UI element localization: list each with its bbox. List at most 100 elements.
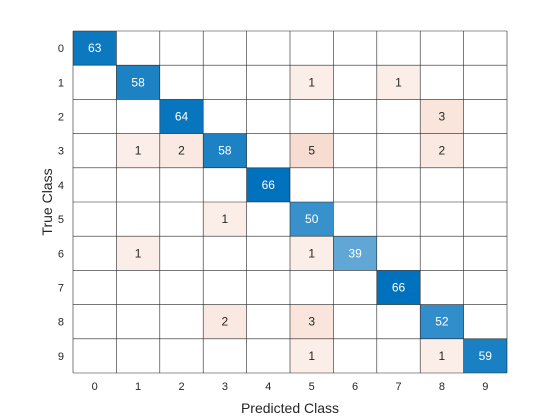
y-axis-label: True Class bbox=[39, 168, 55, 235]
matrix-cell-3-5 bbox=[290, 133, 334, 168]
matrix-cell-5-4 bbox=[246, 202, 290, 237]
matrix-cell-1-5 bbox=[290, 65, 334, 100]
y-tick-4: 4 bbox=[58, 180, 64, 192]
matrix-cell-1-0 bbox=[73, 65, 117, 100]
matrix-cell-0-2 bbox=[159, 31, 204, 66]
matrix-cell-4-1 bbox=[116, 167, 160, 202]
matrix-cell-4-2 bbox=[159, 167, 204, 202]
matrix-cell-8-4 bbox=[246, 304, 290, 339]
matrix-cell-4-0 bbox=[73, 167, 117, 202]
matrix-cell-6-3 bbox=[203, 236, 247, 271]
cell-value-6-6: 39 bbox=[348, 246, 362, 260]
cell-value-6-5: 1 bbox=[308, 246, 315, 260]
matrix-cell-4-9 bbox=[463, 167, 507, 202]
matrix-cell-6-5 bbox=[290, 236, 334, 271]
matrix-cell-2-8 bbox=[420, 99, 464, 134]
matrix-cell-7-1 bbox=[116, 270, 160, 305]
matrix-cell-0-4 bbox=[246, 31, 290, 66]
cell-value-9-8: 1 bbox=[439, 349, 446, 363]
y-tick-6: 6 bbox=[58, 248, 64, 260]
matrix-cell-5-9 bbox=[463, 202, 507, 237]
x-tick-9: 9 bbox=[482, 381, 488, 393]
matrix-cell-2-6 bbox=[333, 99, 377, 134]
matrix-cell-4-8 bbox=[420, 167, 464, 202]
matrix-cell-8-8 bbox=[420, 304, 464, 339]
matrix-grid bbox=[72, 30, 508, 374]
matrix-cell-4-3 bbox=[203, 167, 247, 202]
cell-value-1-5: 1 bbox=[308, 75, 315, 89]
matrix-cell-9-2 bbox=[159, 338, 204, 373]
cell-value-2-2: 64 bbox=[175, 110, 189, 124]
matrix-cell-9-4 bbox=[246, 338, 290, 373]
matrix-cell-5-2 bbox=[159, 202, 204, 237]
y-tick-7: 7 bbox=[58, 283, 64, 295]
y-tick-0: 0 bbox=[58, 43, 64, 55]
matrix-cell-5-5 bbox=[290, 202, 334, 237]
matrix-cell-7-7 bbox=[376, 270, 421, 305]
y-tick-8: 8 bbox=[58, 317, 64, 329]
matrix-cell-1-2 bbox=[159, 65, 204, 100]
matrix-cell-6-2 bbox=[159, 236, 204, 271]
matrix-cell-0-3 bbox=[203, 31, 247, 66]
cell-value-4-4: 66 bbox=[262, 178, 276, 192]
matrix-cell-7-4 bbox=[246, 270, 290, 305]
matrix-cell-1-8 bbox=[420, 65, 464, 100]
x-tick-4: 4 bbox=[265, 381, 271, 393]
matrix-cell-6-8 bbox=[420, 236, 464, 271]
cell-value-5-3: 1 bbox=[222, 212, 229, 226]
matrix-cell-1-3 bbox=[203, 65, 247, 100]
matrix-cell-6-7 bbox=[376, 236, 421, 271]
x-tick-2: 2 bbox=[178, 381, 184, 393]
matrix-cell-0-5 bbox=[290, 31, 334, 66]
matrix-cell-2-9 bbox=[463, 99, 507, 134]
cell-value-5-5: 50 bbox=[305, 212, 319, 226]
matrix-cell-5-6 bbox=[333, 202, 377, 237]
matrix-cell-2-3 bbox=[203, 99, 247, 134]
matrix-cell-8-1 bbox=[116, 304, 160, 339]
matrix-cell-3-9 bbox=[463, 133, 507, 168]
matrix-cell-8-7 bbox=[376, 304, 421, 339]
cell-value-2-8: 3 bbox=[439, 110, 446, 124]
matrix-cell-3-4 bbox=[246, 133, 290, 168]
matrix-cell-5-3 bbox=[203, 202, 247, 237]
cell-value-8-3: 2 bbox=[222, 315, 229, 329]
cell-value-1-7: 1 bbox=[395, 75, 402, 89]
x-tick-0: 0 bbox=[92, 381, 98, 393]
cell-value-0-0: 63 bbox=[88, 41, 102, 55]
matrix-cell-2-7 bbox=[376, 99, 421, 134]
matrix-cell-2-2 bbox=[159, 99, 204, 134]
matrix-cell-7-6 bbox=[333, 270, 377, 305]
matrix-cell-1-9 bbox=[463, 65, 507, 100]
x-tick-labels: 0 1 2 3 4 5 6 7 8 9 bbox=[92, 381, 489, 393]
matrix-cell-8-5 bbox=[290, 304, 334, 339]
matrix-cell-3-1 bbox=[116, 133, 160, 168]
matrix-cell-4-6 bbox=[333, 167, 377, 202]
matrix-cell-3-3 bbox=[203, 133, 247, 168]
matrix-cell-0-6 bbox=[333, 31, 377, 66]
x-tick-6: 6 bbox=[352, 381, 358, 393]
matrix-cell-6-4 bbox=[246, 236, 290, 271]
cell-value-3-2: 2 bbox=[178, 144, 185, 158]
matrix-cell-8-3 bbox=[203, 304, 247, 339]
matrix-cell-7-8 bbox=[420, 270, 464, 305]
matrix-cell-1-6 bbox=[333, 65, 377, 100]
matrix-cell-9-0 bbox=[73, 338, 117, 373]
cell-value-3-1: 1 bbox=[135, 144, 142, 158]
matrix-cell-2-1 bbox=[116, 99, 160, 134]
y-tick-labels: 0 1 2 3 4 5 6 7 8 9 bbox=[58, 43, 64, 363]
matrix-cell-0-8 bbox=[420, 31, 464, 66]
matrix-cell-5-0 bbox=[73, 202, 117, 237]
matrix-cell-5-7 bbox=[376, 202, 421, 237]
matrix-cell-2-0 bbox=[73, 99, 117, 134]
matrix-cell-4-5 bbox=[290, 167, 334, 202]
cell-value-3-3: 58 bbox=[218, 144, 232, 158]
matrix-cell-3-7 bbox=[376, 133, 421, 168]
cell-value-1-1: 58 bbox=[131, 75, 145, 89]
matrix-cell-0-0 bbox=[73, 31, 117, 66]
matrix-cell-9-3 bbox=[203, 338, 247, 373]
matrix-cell-3-0 bbox=[73, 133, 117, 168]
matrix-cell-1-4 bbox=[246, 65, 290, 100]
matrix-cell-9-9 bbox=[463, 338, 507, 373]
